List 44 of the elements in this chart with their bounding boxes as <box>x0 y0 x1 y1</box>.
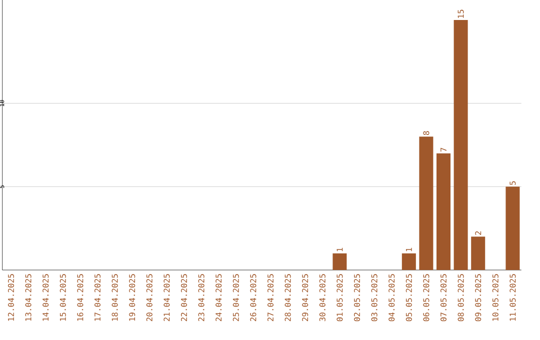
x-tick-label: 22.04.2025 <box>180 274 188 322</box>
x-tick-label: 27.04.2025 <box>267 274 274 322</box>
x-tick-label: 03.05.2025 <box>371 274 378 322</box>
bar <box>402 253 416 270</box>
x-tick-label: 07.05.2025 <box>440 274 447 322</box>
data-label: 2 <box>475 231 482 235</box>
x-tick-label: 06.05.2025 <box>423 274 430 322</box>
x-tick-label: 24.04.2025 <box>216 274 222 322</box>
x-tick-label: 18.04.2025 <box>112 274 118 321</box>
x-tick-label: 30.04.2025 <box>319 274 326 322</box>
x-tick-label: 19.04.2025 <box>129 274 136 321</box>
x-tick-label: 11.05.2025 <box>510 274 516 321</box>
bar <box>419 136 434 270</box>
x-tick-label: 28.04.2025 <box>284 274 291 322</box>
x-tick-label: 12.04.2025 <box>8 274 14 321</box>
x-tick-label: 20.04.2025 <box>146 274 152 322</box>
x-tick-label: 29.04.2025 <box>302 274 308 322</box>
x-tick-label: 17.04.2025 <box>94 274 101 321</box>
x-tick-label: 04.05.2025 <box>388 274 395 322</box>
x-tick-label: 13.04.2025 <box>25 274 32 321</box>
x-tick-label: 02.05.2025 <box>354 274 360 322</box>
bar <box>332 253 347 270</box>
data-label: 7 <box>440 148 446 152</box>
data-label: 1 <box>406 248 412 252</box>
data-label: 5 <box>510 181 516 185</box>
x-tick-label: 21.04.2025 <box>164 274 170 322</box>
x-tick-label: 16.04.2025 <box>77 274 84 321</box>
x-tick-label: 09.05.2025 <box>475 274 482 322</box>
data-label: 15 <box>458 10 464 18</box>
x-tick-label: 26.04.2025 <box>250 274 256 322</box>
x-tick-label: 08.05.2025 <box>458 274 464 322</box>
bar <box>471 236 486 270</box>
x-tick-label: 10.05.2025 <box>492 274 498 321</box>
data-label: 8 <box>423 131 430 135</box>
x-tick-label: 15.04.2025 <box>60 274 66 321</box>
bar <box>436 153 451 270</box>
x-tick-label: 01.05.2025 <box>336 274 343 322</box>
x-tick-label: 05.05.2025 <box>406 274 412 322</box>
bar <box>454 20 468 270</box>
x-tick-label: 25.04.2025 <box>232 274 239 322</box>
x-tick-label: 14.04.2025 <box>42 274 49 321</box>
bar <box>506 186 520 270</box>
x-tick-label: 23.04.2025 <box>198 274 204 322</box>
data-label: 1 <box>336 248 343 252</box>
